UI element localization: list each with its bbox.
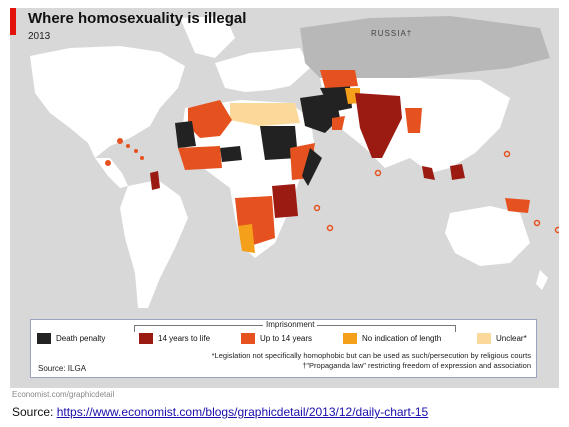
- legend-item-14-to-life: 14 years to life: [139, 333, 210, 344]
- west-africa-up-to-14: [188, 100, 232, 138]
- island-marker-4: [503, 150, 511, 158]
- central-america-belize: [105, 160, 111, 166]
- legend-swatch-no-indication: [343, 333, 357, 344]
- somalia-death: [302, 148, 322, 186]
- legend-swatch-up-to-14: [241, 333, 255, 344]
- source-line: Source: https://www.economist.com/blogs/…: [12, 405, 428, 419]
- legend-note-2: †"Propaganda law" restricting freedom of…: [302, 361, 531, 370]
- economist-red-tag: [10, 8, 16, 35]
- island-marker-2: [326, 224, 334, 232]
- png-up-to-14: [505, 198, 530, 213]
- malaysia-14-to-life: [422, 166, 435, 180]
- island-marker-6: [554, 226, 559, 234]
- caribbean-island-3: [134, 149, 138, 153]
- legend-label-death-penalty: Death penalty: [56, 334, 106, 343]
- north-africa-unclear: [230, 103, 300, 126]
- oman-up-to-14: [332, 116, 345, 130]
- source-prefix: Source:: [12, 405, 57, 419]
- central-america: [95, 158, 128, 188]
- chart-title: Where homosexuality is illegal: [28, 10, 247, 27]
- mauritania-death: [175, 121, 196, 148]
- nigeria-death: [220, 146, 242, 162]
- europe: [215, 48, 310, 92]
- guyana-14-to-life: [150, 171, 160, 190]
- legend-item-up-to-14: Up to 14 years: [241, 333, 312, 344]
- legend-box: Imprisonment Death penalty 14 years to l…: [30, 319, 537, 378]
- legend-note-1: *Legislation not specifically homophobic…: [211, 351, 531, 360]
- indonesia-14-to-life: [450, 164, 465, 180]
- legend-item-unclear: Unclear*: [477, 333, 527, 344]
- south-america: [120, 180, 188, 308]
- bangladesh-up-to-14: [405, 108, 422, 133]
- australia: [445, 206, 530, 266]
- legend-label-up-to-14: Up to 14 years: [260, 334, 313, 343]
- north-america: [30, 46, 185, 158]
- legend-swatch-14-to-life: [139, 333, 153, 344]
- namibia-no-indication: [238, 224, 255, 253]
- island-marker-3: [374, 169, 382, 177]
- russia-label: RUSSIA†: [371, 29, 413, 38]
- central-asia-up-to-14: [320, 70, 358, 88]
- legend-label-unclear: Unclear*: [496, 334, 527, 343]
- legend-item-death-penalty: Death penalty: [37, 333, 105, 344]
- economist-site-label: Economist.com/graphicdetail: [12, 390, 115, 399]
- island-marker-5: [533, 219, 541, 227]
- world-map: [30, 16, 559, 308]
- legend-source: Source: ILGA: [38, 364, 87, 373]
- imprisonment-label: Imprisonment: [263, 320, 318, 329]
- russia: [300, 16, 550, 80]
- caribbean-island-4: [140, 156, 144, 160]
- tanzania-14-to-life: [272, 184, 298, 218]
- legend-label-14-to-life: 14 years to life: [158, 334, 211, 343]
- new-zealand: [536, 270, 548, 290]
- iran-death: [320, 86, 352, 112]
- greenland: [180, 16, 235, 58]
- chart-year: 2013: [28, 31, 51, 42]
- legend-swatch-death-penalty: [37, 333, 51, 344]
- india-14-to-life: [355, 93, 402, 158]
- west-coast-up-to-14: [178, 146, 222, 170]
- island-marker-1: [313, 204, 321, 212]
- sudan-death: [260, 126, 298, 160]
- caribbean-island-1: [117, 138, 123, 144]
- legend-item-no-indication: No indication of length: [343, 333, 441, 344]
- legend-swatch-unclear: [477, 333, 491, 344]
- source-link[interactable]: https://www.economist.com/blogs/graphicd…: [56, 405, 429, 419]
- caribbean-island-2: [126, 144, 130, 148]
- legend-label-no-indication: No indication of length: [362, 334, 442, 343]
